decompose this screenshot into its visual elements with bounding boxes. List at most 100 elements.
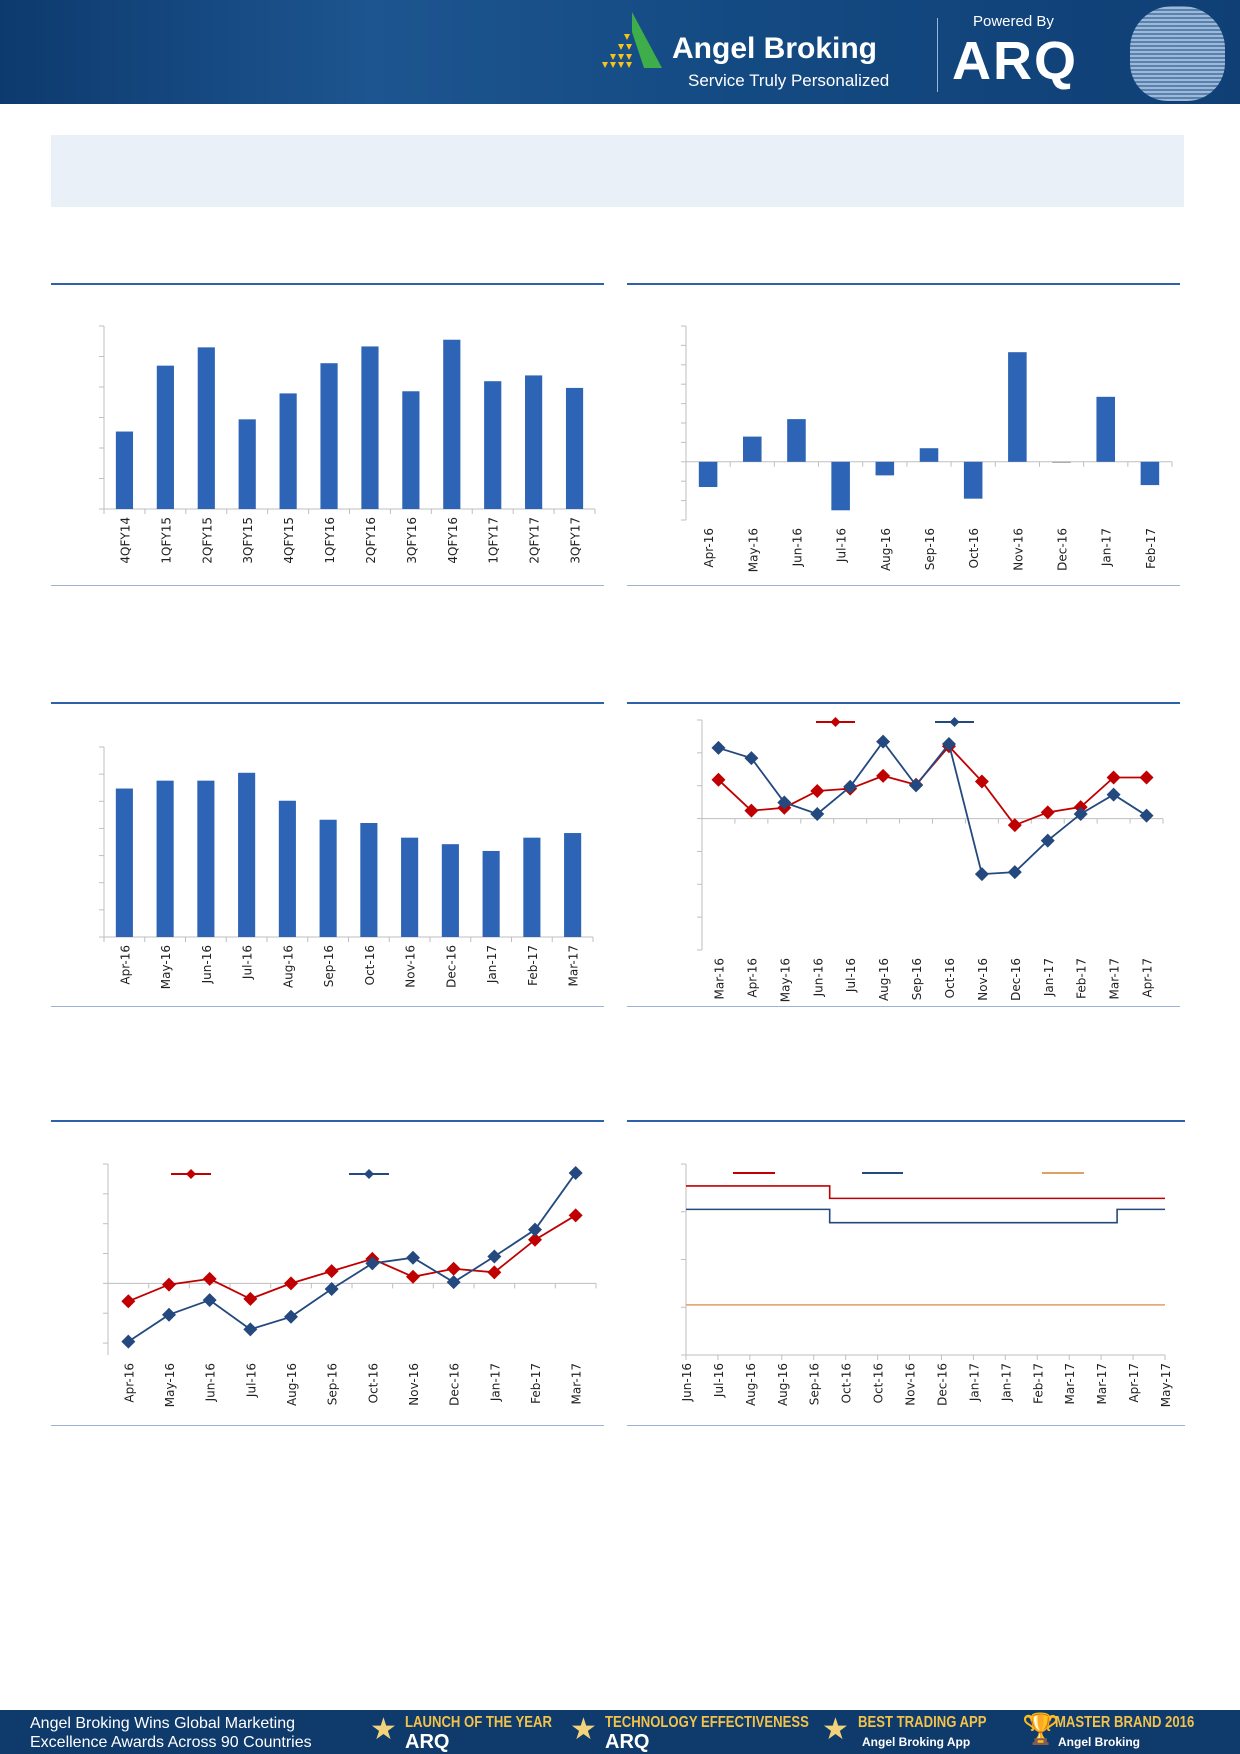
legend-marker bbox=[949, 717, 960, 727]
x-tick-label: Nov-16 bbox=[1011, 528, 1025, 571]
series-marker bbox=[324, 1264, 339, 1279]
series-marker bbox=[909, 778, 924, 793]
x-tick-label: May-16 bbox=[163, 1363, 177, 1407]
bar bbox=[963, 461, 983, 499]
series-marker bbox=[1106, 787, 1121, 802]
section-rule bbox=[627, 1006, 1180, 1007]
award-sub: ARQ bbox=[405, 1731, 450, 1753]
series-marker bbox=[1007, 865, 1022, 880]
series-marker bbox=[876, 768, 891, 783]
x-tick-label: Aug-16 bbox=[281, 945, 295, 988]
award-star-icon: ★ bbox=[570, 1712, 597, 1747]
bar bbox=[565, 387, 584, 509]
series-marker bbox=[876, 734, 891, 749]
chart-4: Mar-16 Apr-16 May-16 Jun-16 Jul-16 Aug-16 Sep-… bbox=[697, 717, 1164, 1002]
award-star-icon: ★ bbox=[370, 1712, 397, 1747]
x-tick-label: Sep-16 bbox=[322, 945, 336, 987]
series-line bbox=[127, 1214, 577, 1303]
series-marker bbox=[487, 1265, 502, 1280]
series-marker bbox=[744, 803, 759, 818]
footer-banner: Angel Broking Wins Global Marketing Exce… bbox=[0, 1710, 1240, 1754]
section-rule bbox=[51, 283, 604, 285]
bar bbox=[360, 823, 378, 937]
x-tick-label: Jul-16 bbox=[844, 958, 858, 993]
bar bbox=[361, 346, 379, 509]
series-marker bbox=[711, 740, 726, 755]
series-line bbox=[718, 740, 1148, 876]
bar bbox=[525, 375, 543, 509]
x-tick-label: Jul-16 bbox=[712, 1363, 726, 1398]
x-tick-label: Nov-16 bbox=[407, 1363, 421, 1406]
award-sub: Angel Broking bbox=[1058, 1735, 1141, 1749]
chart-6: Jun-16 Jul-16 Aug-16 Aug-16 Sep-16 Oct-16 Oct-… bbox=[680, 1163, 1173, 1407]
award-star-icon: ★ bbox=[822, 1712, 849, 1747]
x-tick-label: Jan-17 bbox=[1042, 958, 1056, 997]
x-tick-label: Apr-16 bbox=[118, 945, 132, 985]
series-marker bbox=[202, 1271, 217, 1286]
series-marker bbox=[1139, 808, 1154, 823]
x-tick-label: Jun-16 bbox=[680, 1363, 694, 1402]
series-marker bbox=[121, 1334, 136, 1349]
x-tick-label: 1QFY17 bbox=[487, 517, 501, 564]
x-tick-label: Mar-17 bbox=[1108, 958, 1122, 999]
x-tick-label: Jun-16 bbox=[204, 1363, 218, 1402]
series-line bbox=[686, 1208, 1165, 1224]
x-tick-label: Sep-16 bbox=[923, 528, 937, 570]
bar bbox=[402, 391, 420, 509]
series-marker bbox=[202, 1293, 217, 1308]
award-title: TECHNOLOGY EFFECTIVENESS bbox=[605, 1714, 809, 1731]
x-tick-label: Mar-17 bbox=[570, 1363, 584, 1404]
series-marker bbox=[487, 1249, 502, 1264]
x-tick-label: May-17 bbox=[1159, 1363, 1173, 1407]
x-tick-label: Apr-16 bbox=[122, 1363, 136, 1403]
x-tick-label: Apr-16 bbox=[745, 958, 759, 998]
bar bbox=[831, 461, 850, 511]
x-tick-label: Nov-16 bbox=[404, 945, 418, 988]
bar bbox=[1096, 396, 1116, 462]
x-tick-label: Feb-17 bbox=[529, 1363, 543, 1404]
x-tick-label: Mar-17 bbox=[1095, 1363, 1109, 1404]
series-marker bbox=[1040, 805, 1055, 820]
bar bbox=[320, 363, 338, 509]
bar bbox=[278, 800, 296, 937]
x-tick-label: 3QFY17 bbox=[569, 517, 583, 564]
series-marker bbox=[243, 1291, 258, 1306]
legend-marker bbox=[830, 717, 841, 727]
bar bbox=[523, 837, 541, 937]
x-tick-label: Jan-17 bbox=[485, 945, 499, 984]
section-rule bbox=[627, 585, 1180, 586]
series-marker bbox=[324, 1282, 339, 1297]
x-tick-label: Nov-16 bbox=[976, 958, 990, 1001]
chart-5: Apr-16 May-16 Jun-16 Jul-16 Aug-16 Sep-16 Oct-… bbox=[103, 1163, 597, 1407]
series-marker bbox=[1040, 833, 1055, 848]
chart-1: 4QFY14 1QFY15 2QFY15 3QFY15 4QFY15 1QFY16 2QFY… bbox=[99, 325, 596, 564]
bar bbox=[1008, 352, 1027, 462]
series-marker bbox=[528, 1222, 542, 1237]
x-tick-label: 3QFY16 bbox=[405, 517, 419, 564]
x-tick-label: 4QFY16 bbox=[446, 517, 460, 564]
x-tick-label: Nov-16 bbox=[904, 1363, 918, 1406]
x-tick-label: 3QFY15 bbox=[241, 517, 255, 564]
series-marker bbox=[446, 1275, 461, 1290]
x-tick-label: Jun-16 bbox=[811, 958, 825, 997]
section-rule bbox=[627, 1425, 1185, 1426]
series-marker bbox=[974, 774, 989, 789]
x-tick-label: Sep-16 bbox=[326, 1363, 340, 1405]
section-rule bbox=[51, 1425, 604, 1426]
header-banner: Angel Broking Service Truly Personalized… bbox=[0, 0, 1240, 104]
x-tick-label: Aug-16 bbox=[776, 1363, 790, 1406]
legend-marker bbox=[364, 1169, 374, 1179]
bar bbox=[482, 850, 500, 937]
arq-logo: ARQ bbox=[952, 31, 1078, 91]
x-tick-label: Dec-16 bbox=[1009, 958, 1023, 1001]
series-marker bbox=[777, 795, 792, 810]
bar bbox=[875, 461, 895, 476]
x-tick-label: Oct-16 bbox=[943, 958, 957, 998]
x-tick-label: Dec-16 bbox=[448, 1363, 462, 1406]
series-line bbox=[686, 1185, 1165, 1200]
x-tick-label: Apr-17 bbox=[1127, 1363, 1141, 1403]
bar bbox=[1140, 461, 1160, 486]
x-tick-label: Mar-17 bbox=[1063, 1363, 1077, 1404]
x-tick-label: Oct-16 bbox=[840, 1363, 854, 1403]
series-marker bbox=[1106, 770, 1121, 785]
